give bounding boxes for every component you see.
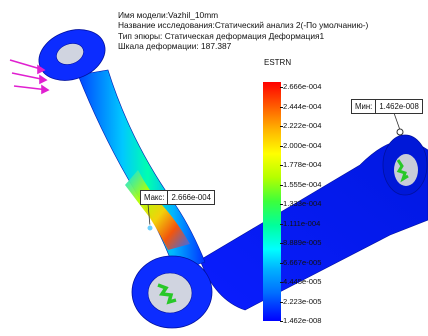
max-leader-line <box>147 203 151 227</box>
legend-title: ESTRN <box>264 58 292 67</box>
right-bore <box>394 154 418 186</box>
legend-tick: 2.000e-004 <box>279 140 322 150</box>
legend-tick: 2.222e-004 <box>279 121 322 130</box>
bottom-bore <box>147 272 193 314</box>
min-callout[interactable]: Мин: 1.462e-008 <box>351 99 423 114</box>
min-callout-value: 1.462e-008 <box>379 102 419 111</box>
force-arrows-icon <box>9 59 50 95</box>
study-name: Название исследования:Статический анализ… <box>118 20 369 31</box>
max-callout-value: 2.666e-004 <box>171 193 211 202</box>
top-bore <box>56 43 84 65</box>
legend-tick: 2.666e-004 <box>279 82 322 91</box>
bottom-contact-patch <box>157 283 177 305</box>
color-legend-bar[interactable] <box>263 82 281 321</box>
right-contact-patch <box>396 159 409 183</box>
legend-tick: 2.223e-005 <box>279 296 322 306</box>
deformation-scale: Шкала деформации: 187.387 <box>118 40 232 51</box>
max-callout[interactable]: Макс: 2.666e-004 <box>140 190 215 205</box>
legend-tick: 1.333e-004 <box>279 199 322 208</box>
legend-tick: 4.445e-005 <box>279 277 322 286</box>
max-marker <box>146 224 154 232</box>
min-marker <box>396 128 404 136</box>
right-arm <box>199 140 428 311</box>
min-callout-label: Мин: <box>352 100 377 113</box>
max-callout-label: Макс: <box>141 191 169 204</box>
legend-tick: 1.555e-004 <box>279 179 322 189</box>
legend-tick: 2.444e-004 <box>279 101 322 111</box>
min-leader-line <box>393 112 401 131</box>
legend-ticks: 2.666e-004 2.444e-004 2.222e-004 2.000e-… <box>279 82 353 325</box>
plot-type: Тип эпюры: Статическая деформация Деформ… <box>118 30 325 41</box>
plot-info-block: Имя модели:Vazhil_10mm Название исследов… <box>118 10 368 51</box>
legend-tick: 1.778e-004 <box>279 160 322 169</box>
legend-tick: 6.667e-005 <box>279 257 322 267</box>
legend-tick: 8.889e-005 <box>279 238 322 247</box>
legend-tick: 1.111e-004 <box>279 218 321 228</box>
model-name: Имя модели:Vazhil_10mm <box>118 10 219 20</box>
legend-tick: 1.462e-008 <box>279 316 322 325</box>
